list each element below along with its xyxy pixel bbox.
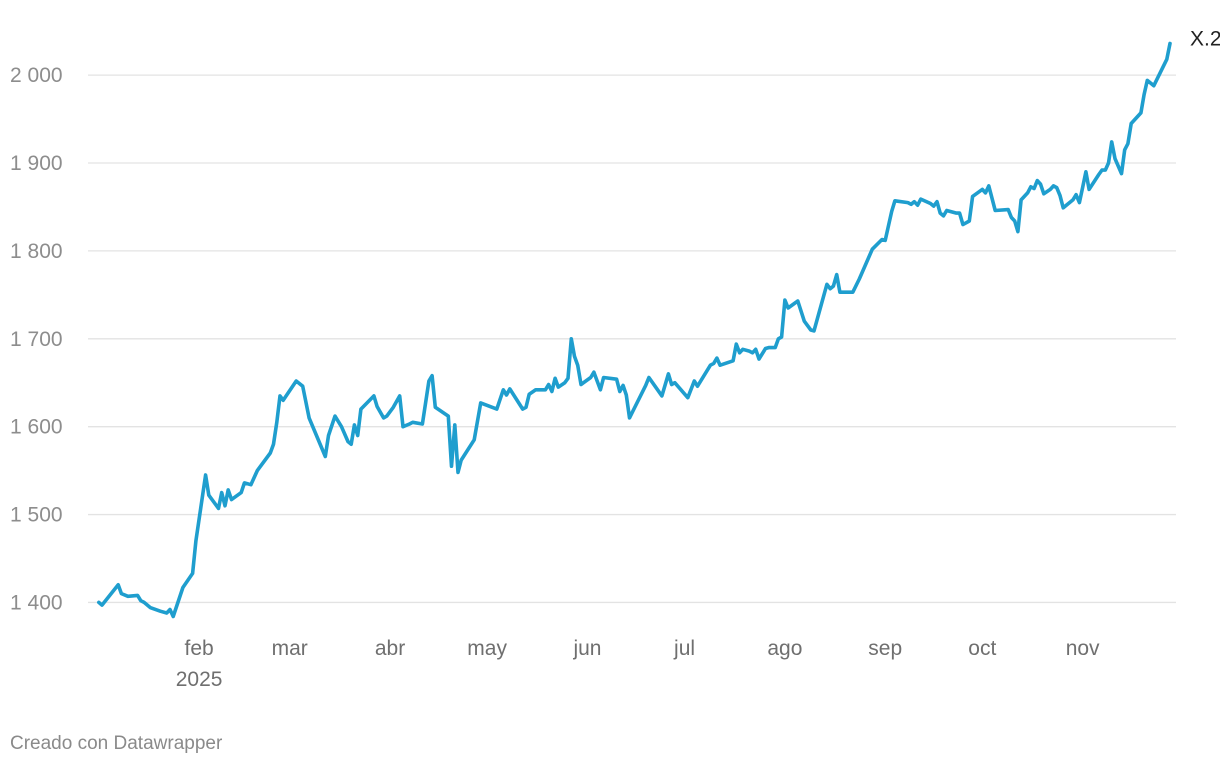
y-tick-label: 1 500 xyxy=(10,504,63,527)
x-axis: feb 2025 mar abr may jun jul ago sep oct nov xyxy=(176,637,1100,691)
y-tick-label: 1 700 xyxy=(10,328,63,351)
x-tick-label: may xyxy=(467,637,507,660)
x-tick-sublabel: 2025 xyxy=(176,668,223,691)
y-tick-label: 2 000 xyxy=(10,64,63,87)
credit-text: Creado con Datawrapper xyxy=(10,733,223,754)
series-layer: X.2 xyxy=(97,28,1220,619)
x-tick-label: jul xyxy=(673,637,695,660)
x-tick-label: sep xyxy=(868,637,902,660)
x-tick-label: jun xyxy=(572,637,601,660)
series-label: X.2 xyxy=(1190,28,1220,51)
y-tick-label: 1 900 xyxy=(10,152,63,175)
gridlines xyxy=(88,74,1176,604)
x-tick-label: ago xyxy=(767,637,802,660)
y-tick-label: 1 400 xyxy=(10,591,63,614)
x-tick-label: mar xyxy=(272,637,308,660)
series-line xyxy=(97,41,1172,619)
x-tick-label: feb xyxy=(184,637,213,660)
x-tick-label: nov xyxy=(1066,637,1100,660)
x-tick-label: abr xyxy=(375,637,405,660)
y-axis: 1 400 1 500 1 600 1 700 1 800 1 900 2 000 xyxy=(10,64,63,614)
y-tick-label: 1 800 xyxy=(10,240,63,263)
x-tick-label: oct xyxy=(968,637,996,660)
y-tick-label: 1 600 xyxy=(10,416,63,439)
